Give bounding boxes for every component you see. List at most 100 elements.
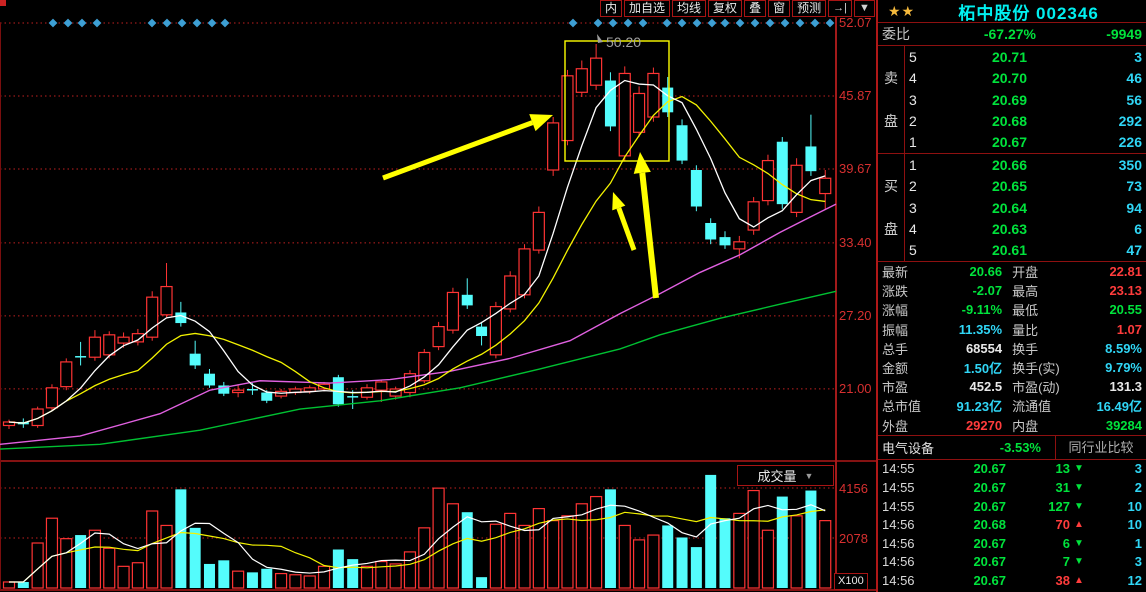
weibi-label: 委比 bbox=[882, 26, 910, 42]
stat-value: 1.50亿 bbox=[963, 361, 1003, 377]
sell-level-row[interactable]: 1 20.67 226 bbox=[905, 132, 1146, 153]
svg-text:52.07: 52.07 bbox=[839, 15, 872, 30]
tick-time: 14:55 bbox=[882, 480, 915, 495]
sell-volume: 292 bbox=[1118, 112, 1142, 129]
tick-volume: 70 bbox=[1055, 517, 1070, 533]
sell-level-row[interactable]: 2 20.68 292 bbox=[905, 110, 1146, 131]
sell-price: 20.69 bbox=[991, 91, 1027, 108]
sell-price: 20.68 bbox=[991, 112, 1027, 129]
svg-text:27.20: 27.20 bbox=[839, 308, 872, 323]
candles bbox=[2, 44, 832, 430]
weibi-row: 委比 -67.27% -9949 bbox=[878, 23, 1146, 46]
stat-value: 1.07 bbox=[1116, 321, 1142, 337]
volume-bars bbox=[2, 474, 832, 589]
sector-change: -3.53% bbox=[999, 439, 1041, 455]
sell-volume: 46 bbox=[1126, 70, 1142, 87]
buy-volume: 6 bbox=[1134, 220, 1142, 237]
buy-level-row[interactable]: 1 20.66 350 bbox=[905, 154, 1146, 175]
buy-level: 2 bbox=[909, 178, 917, 195]
tick-count: 10 bbox=[1127, 498, 1142, 514]
buy-volume: 73 bbox=[1126, 178, 1142, 195]
stat-value: 29270 bbox=[965, 417, 1003, 433]
stat-label: 内盘 bbox=[1012, 418, 1039, 434]
stat-value: 39284 bbox=[1105, 417, 1142, 433]
arrow-down-icon: ▼ bbox=[1074, 556, 1084, 568]
sell-char2: 盘 bbox=[884, 112, 898, 129]
toolbar-item-overlay[interactable]: 叠 bbox=[744, 0, 767, 17]
sell-price: 20.71 bbox=[991, 48, 1027, 65]
stat-label: 总手 bbox=[882, 341, 909, 357]
tick-count: 10 bbox=[1127, 517, 1142, 533]
scroll-right-icon[interactable]: →| bbox=[828, 0, 852, 17]
stat-value: 131.3 bbox=[1109, 379, 1142, 395]
stat-label: 流通值 bbox=[1012, 399, 1052, 415]
stat-value: 20.55 bbox=[1109, 302, 1142, 318]
stat-label: 最高 bbox=[1012, 284, 1039, 300]
stat-row: 金额 1.50亿 换手(实) 9.79% bbox=[882, 358, 1142, 377]
quote-panel: ★★ 柘中股份 002346 委比 -67.27% -9949 卖 盘 5 20… bbox=[876, 0, 1146, 592]
sell-level-row[interactable]: 5 20.71 3 bbox=[905, 46, 1146, 67]
buy-level: 4 bbox=[909, 220, 917, 237]
weibi-value: -67.27% bbox=[983, 26, 1036, 42]
buy-level-row[interactable]: 4 20.63 6 bbox=[905, 218, 1146, 239]
toolbar-item-inner-disk[interactable]: 内 bbox=[600, 0, 623, 17]
toolbar-dropdown-icon[interactable]: ▼ bbox=[853, 0, 875, 17]
sell-price: 20.67 bbox=[991, 134, 1027, 151]
arrow-down-icon: ▼ bbox=[1074, 500, 1084, 512]
sell-level: 2 bbox=[909, 112, 917, 129]
volume-unit-label: X100 bbox=[834, 573, 868, 590]
arrow-up-icon: ▲ bbox=[1074, 519, 1084, 531]
kline-volume-svg: 52.07 45.87 39.67 33.40 27.20 21.00 4156 2078 50… bbox=[0, 0, 876, 591]
toolbar-item-add-watchlist[interactable]: 加自选 bbox=[624, 0, 671, 17]
buy-price: 20.61 bbox=[991, 242, 1027, 259]
tick-price: 20.67 bbox=[973, 461, 1006, 477]
sell-volume: 226 bbox=[1118, 134, 1142, 151]
stat-label: 金额 bbox=[882, 361, 909, 377]
arrow-down-icon: ▼ bbox=[1074, 463, 1084, 475]
buy-level-row[interactable]: 5 20.61 47 bbox=[905, 240, 1146, 261]
stat-row: 最新 20.66 开盘 22.81 bbox=[882, 262, 1142, 281]
sell-volume: 3 bbox=[1134, 48, 1142, 65]
stat-value: 452.5 bbox=[969, 379, 1003, 395]
buy-level-row[interactable]: 2 20.65 73 bbox=[905, 175, 1146, 196]
tick-volume: 127 bbox=[1048, 498, 1070, 514]
tick-row: 14:56 20.67 38 ▲ 12 bbox=[882, 571, 1142, 590]
buy-level-row[interactable]: 3 20.64 94 bbox=[905, 197, 1146, 218]
sell-level-row[interactable]: 3 20.69 56 bbox=[905, 89, 1146, 110]
annotations: 50.20 bbox=[382, 34, 670, 299]
toolbar-item-adjust-rights[interactable]: 复权 bbox=[708, 0, 743, 17]
buy-volume: 94 bbox=[1126, 199, 1142, 216]
buy-price: 20.63 bbox=[991, 220, 1027, 237]
sector-row[interactable]: 电气设备 -3.53% 同行业比较 bbox=[878, 435, 1146, 460]
svg-text:4156: 4156 bbox=[839, 481, 868, 496]
stat-label: 最低 bbox=[1012, 303, 1039, 319]
volume-indicator-selector[interactable]: 成交量 ▼ bbox=[737, 465, 834, 486]
stat-value: -9.11% bbox=[961, 302, 1003, 318]
stat-value: 68554 bbox=[965, 340, 1003, 356]
stat-label: 市盈(动) bbox=[1012, 380, 1060, 396]
chevron-down-icon: ▼ bbox=[804, 470, 814, 481]
tick-row: 14:55 20.67 31 ▼ 2 bbox=[882, 478, 1142, 497]
buy-price: 20.66 bbox=[991, 156, 1027, 173]
weibi-diff: -9949 bbox=[1106, 26, 1142, 42]
sector-compare-link[interactable]: 同行业比较 bbox=[1055, 435, 1146, 459]
tick-row: 14:56 20.67 7 ▼ 3 bbox=[882, 552, 1142, 571]
buy-level: 1 bbox=[909, 156, 917, 173]
tick-volume: 6 bbox=[1062, 535, 1070, 551]
arrow-up-icon: ▲ bbox=[1074, 574, 1084, 586]
sell-char: 卖 bbox=[884, 70, 898, 87]
sell-volume: 56 bbox=[1126, 91, 1142, 108]
sell-level-row[interactable]: 4 20.70 46 bbox=[905, 67, 1146, 88]
svg-text:33.40: 33.40 bbox=[839, 235, 872, 250]
stat-label: 换手(实) bbox=[1012, 361, 1060, 377]
ma-lines bbox=[0, 79, 837, 450]
toolbar-item-window[interactable]: 窗 bbox=[768, 0, 791, 17]
stat-label: 总市值 bbox=[882, 399, 922, 415]
toolbar-item-forecast[interactable]: 预测 bbox=[792, 0, 827, 17]
tick-price: 20.67 bbox=[973, 498, 1006, 514]
signal-diamonds bbox=[48, 18, 835, 28]
main-chart[interactable]: 52.07 45.87 39.67 33.40 27.20 21.00 4156 2078 50… bbox=[0, 0, 876, 592]
toolbar-item-ma-lines[interactable]: 均线 bbox=[672, 0, 707, 17]
volume-ma-lines bbox=[9, 504, 826, 583]
sell-orderbook: 卖 盘 5 20.71 3 4 20.70 46 3 20.69 56 bbox=[878, 46, 1146, 154]
